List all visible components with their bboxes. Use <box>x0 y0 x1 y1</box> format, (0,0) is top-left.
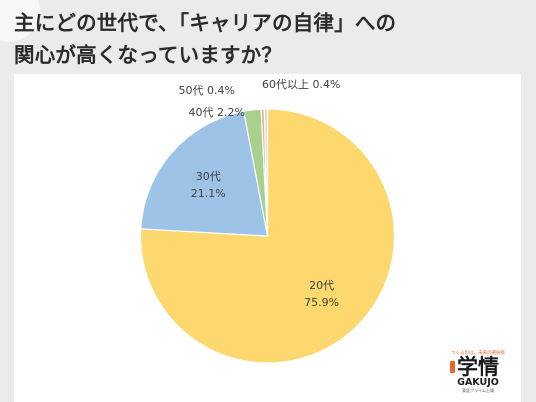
pie-slice-4 <box>263 108 269 237</box>
slice-label-name-2: 40代 <box>189 106 218 119</box>
logo-kanji: 学情 <box>450 355 499 379</box>
slice-label-value-2: 2.2% <box>217 106 245 119</box>
title-line-2: 関心が高くなっていますか？ <box>14 43 283 67</box>
slice-label-3: 50代 0.4% <box>179 84 235 97</box>
slice-label-value-4: 0.4% <box>313 78 341 91</box>
slice-value-0: 75.9% <box>304 296 339 309</box>
logo-roman: GAKUJO <box>457 377 499 388</box>
chart-card: 20代 75.9% 30代 21.1% 40代 2.2% 50代 0.4% 60代以上 0.… <box>14 74 521 402</box>
slice-label-name-3: 50代 <box>179 84 208 97</box>
slice-label-2: 40代 2.2% <box>189 106 245 119</box>
slice-label-value-3: 0.4% <box>207 84 235 97</box>
logo-tagline: つくるのは、未来の選択肢 <box>451 351 505 356</box>
title-line-1: 主にどの世代で、「キャリアの自律」への <box>14 11 397 35</box>
slice-label-name-4: 60代以上 <box>262 78 313 91</box>
slice-label-1: 30代 <box>196 170 221 183</box>
logo-subline: 東証プライム上場 <box>462 388 494 393</box>
gakujo-logo: つくるのは、未来の選択肢 学情 GAKUJO 東証プライム上場 <box>447 350 509 394</box>
slice-label-0: 20代 <box>309 279 334 292</box>
pie-slice-0 <box>139 108 396 364</box>
logo-mark-icon <box>450 361 455 373</box>
logo-kanji-text: 学情 <box>457 355 499 379</box>
slice-label-4: 60代以上 0.4% <box>262 78 340 91</box>
page-title: 主にどの世代で、「キャリアの自律」への 関心が高くなっていますか？ <box>14 7 396 71</box>
slice-value-1: 21.1% <box>191 187 226 200</box>
pie-slice-1 <box>140 110 269 237</box>
